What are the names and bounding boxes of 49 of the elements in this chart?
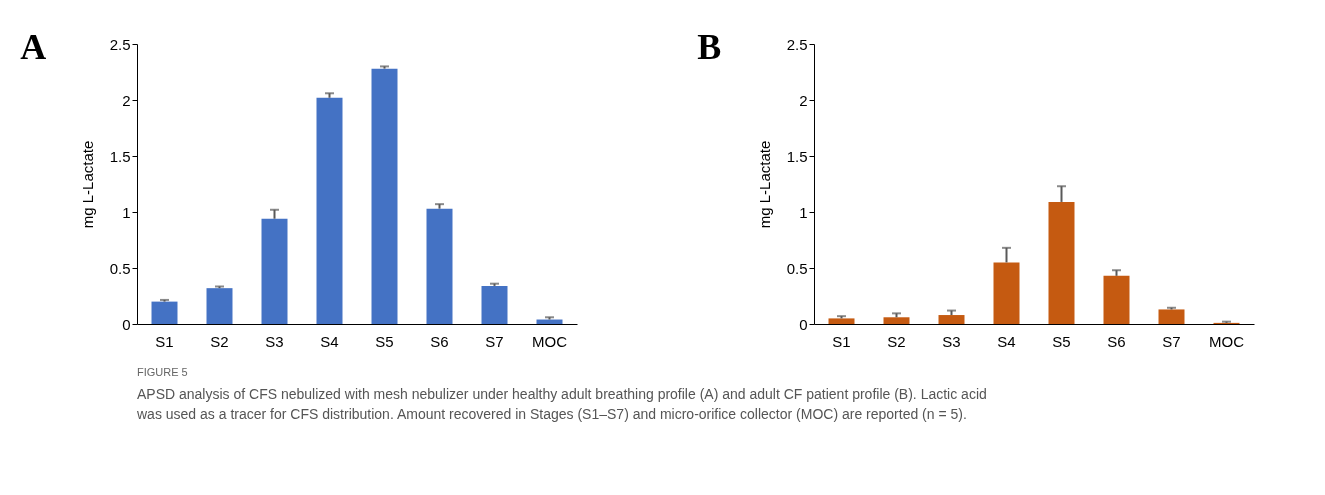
caption: FIGURE 5 — [137, 366, 188, 378]
chart-title: B — [697, 27, 722, 67]
x-tick-label: S6 — [1107, 332, 1126, 350]
y-tick-label: 0.5 — [786, 259, 808, 277]
y-tick-label: 0 — [799, 315, 808, 333]
y-tick-label: 1 — [122, 203, 131, 221]
bar — [206, 288, 233, 324]
x-tick-label: S5 — [375, 332, 394, 350]
bar — [151, 301, 178, 324]
x-tick-label: S7 — [485, 332, 504, 350]
y-axis-title: mg L-Lactate — [78, 140, 96, 229]
x-tick-label: S2 — [210, 332, 229, 350]
x-tick-label: MOC — [1209, 332, 1245, 350]
y-tick-label: 0.5 — [109, 259, 131, 277]
x-tick-label: S1 — [832, 332, 851, 350]
y-tick-label: 1.5 — [786, 147, 808, 165]
bar — [261, 218, 288, 324]
x-tick-label: MOC — [532, 332, 568, 350]
y-tick-label: 0 — [122, 315, 131, 333]
bar — [426, 208, 453, 324]
x-tick-label: S1 — [155, 332, 174, 350]
y-tick-label: 2.5 — [109, 35, 131, 53]
x-tick-label: S4 — [997, 332, 1016, 350]
x-tick-label: S4 — [320, 332, 339, 350]
x-tick-label: S3 — [942, 332, 961, 350]
y-tick-label: 2.5 — [786, 35, 808, 53]
y-tick-label: 1.5 — [109, 147, 131, 165]
bar — [536, 319, 563, 324]
x-tick-label: S3 — [265, 332, 284, 350]
y-tick-label: 2 — [799, 91, 808, 109]
x-tick-label: S5 — [1052, 332, 1071, 350]
y-tick-label: 2 — [122, 91, 131, 109]
bar — [883, 317, 910, 324]
bar — [828, 318, 855, 324]
bar — [938, 315, 965, 324]
x-tick-label: S7 — [1162, 332, 1181, 350]
text: APSD analysis of CFS nebulized with mesh nebulizer under healthy adult breathing profile (A) and adult CF patient profile (B). Lactic acid was used as a tracer for CFS distribution. Amount recovered in Stages (S1–S7) and micro-orifice collector (MOC) are reported (n = 5). — [136, 386, 987, 422]
x-tick-label: S2 — [887, 332, 906, 350]
bar — [1103, 275, 1130, 324]
bar — [993, 262, 1020, 324]
bar — [1158, 309, 1185, 324]
bar — [1048, 201, 1075, 324]
y-tick-label: 1 — [799, 203, 808, 221]
bar — [316, 97, 343, 324]
y-axis-title: mg L-Lactate — [755, 140, 773, 229]
x-tick-label: S6 — [430, 332, 449, 350]
bar — [371, 68, 398, 324]
chart-title: A — [20, 27, 47, 67]
bar — [481, 285, 508, 324]
